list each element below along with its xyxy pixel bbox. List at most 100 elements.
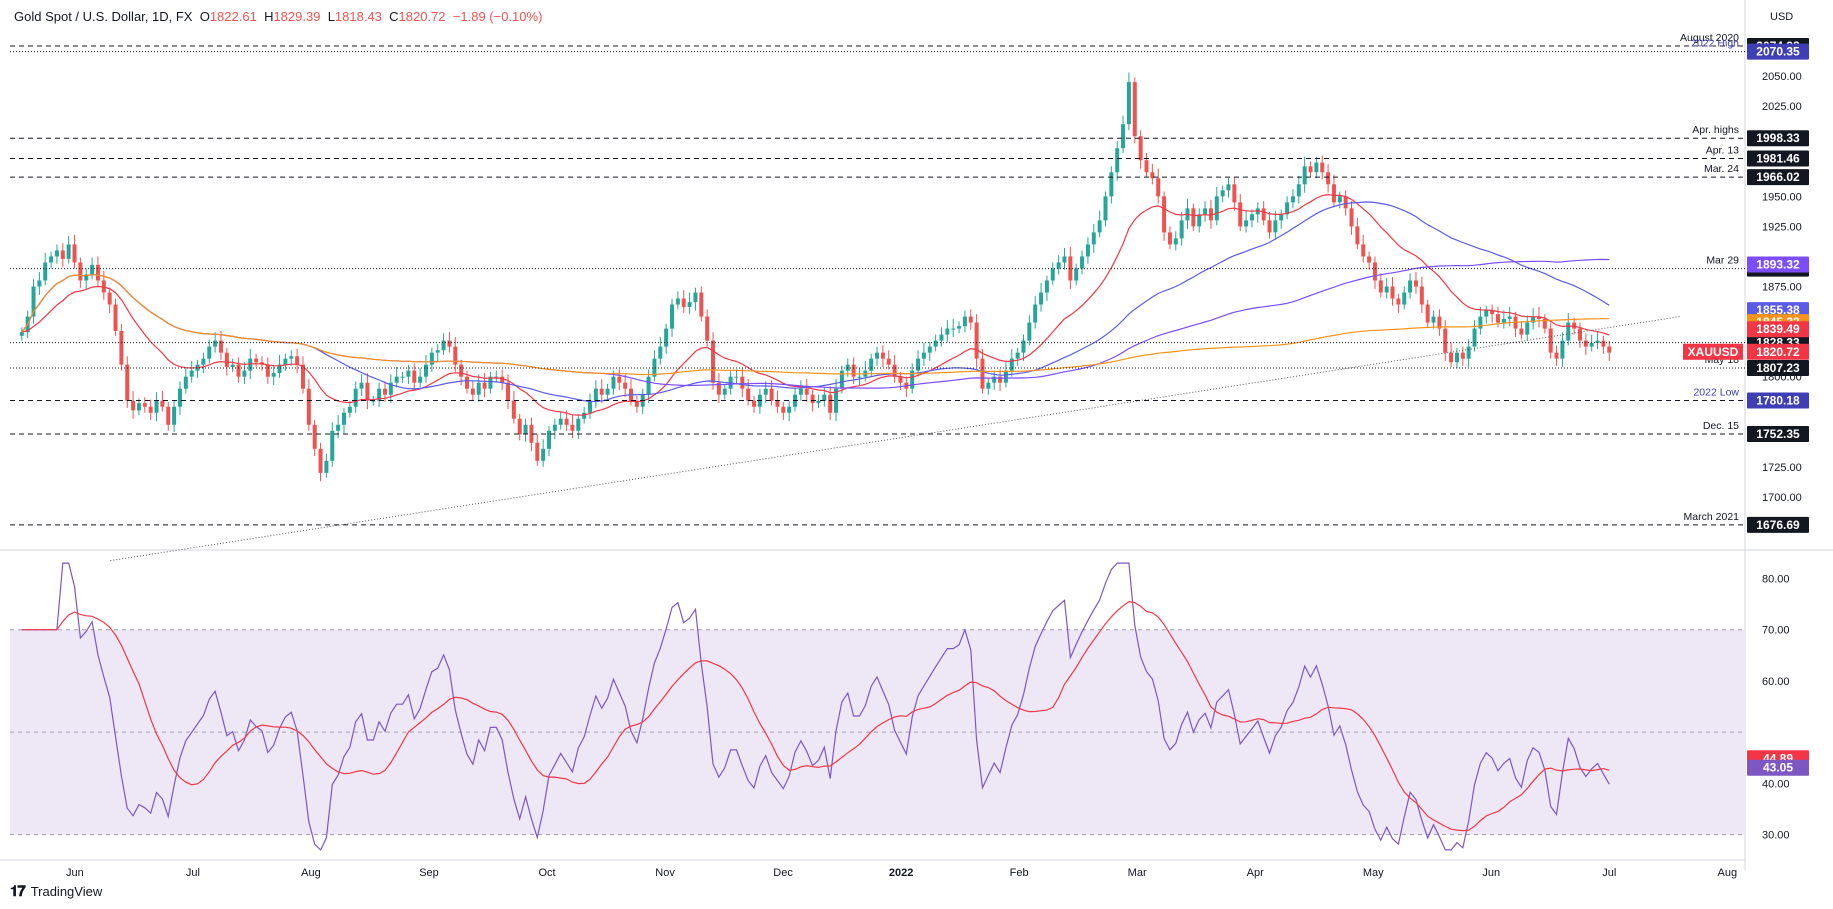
level-price-badge: 1676.69 — [1747, 516, 1809, 533]
candle — [37, 280, 42, 287]
tradingview-logo-icon: 𝟏𝟕 — [10, 883, 26, 900]
candle — [974, 322, 979, 359]
candle — [289, 356, 294, 359]
candle — [869, 358, 874, 371]
candle — [834, 388, 839, 413]
candle — [804, 388, 809, 395]
rsi-value-badge: 43.05 — [1747, 759, 1809, 776]
candle — [957, 326, 962, 329]
candle — [271, 373, 276, 377]
candle — [1367, 256, 1372, 263]
level-price-badge: 1780.18 — [1747, 392, 1809, 409]
candle — [78, 262, 83, 281]
candle — [634, 400, 639, 407]
candle — [980, 358, 985, 389]
candle — [1378, 280, 1383, 293]
candle — [1044, 280, 1049, 293]
candle — [213, 340, 218, 347]
level-label: Mar. 24 — [1704, 163, 1739, 175]
candles — [19, 72, 1612, 482]
candle — [347, 406, 352, 413]
candle — [1238, 202, 1243, 227]
candle — [1525, 322, 1530, 335]
candle — [916, 358, 921, 371]
candle — [1021, 340, 1026, 353]
candle — [447, 340, 452, 347]
candle — [658, 346, 663, 359]
candle — [1074, 268, 1079, 281]
candle — [388, 382, 393, 395]
candle — [535, 442, 540, 461]
svg-text:1981.46: 1981.46 — [1756, 152, 1800, 166]
time-tick-label: Jul — [186, 867, 200, 879]
candle — [54, 250, 59, 257]
candle — [236, 364, 241, 377]
svg-text:1780.18: 1780.18 — [1756, 394, 1800, 408]
candle — [898, 376, 903, 383]
candle — [746, 388, 751, 401]
candle — [652, 358, 657, 377]
candle — [1208, 208, 1213, 221]
candle — [306, 388, 311, 425]
candle — [218, 340, 223, 353]
candle — [599, 388, 604, 395]
candle — [435, 350, 440, 353]
sma-100-line — [21, 258, 1610, 389]
level-label: 2022 High — [1691, 38, 1739, 50]
candle — [781, 406, 786, 413]
candle — [1572, 322, 1577, 329]
candle — [1542, 318, 1547, 329]
candle — [201, 358, 206, 365]
candle — [95, 264, 100, 281]
candle — [927, 346, 932, 353]
candle — [681, 298, 686, 307]
candle — [582, 412, 587, 419]
candle — [1478, 316, 1483, 329]
candle — [1355, 226, 1360, 245]
candle — [72, 244, 77, 263]
candle — [1015, 352, 1020, 359]
candle — [798, 388, 803, 395]
candle — [125, 364, 130, 401]
candle — [441, 340, 446, 351]
candle — [142, 403, 147, 407]
candle — [254, 358, 259, 363]
candle — [1226, 184, 1231, 191]
candle — [552, 424, 557, 431]
candle — [1027, 322, 1032, 341]
low-value: 1818.43 — [334, 9, 382, 24]
price-tick-label: 1925.00 — [1762, 221, 1802, 233]
currency-label: USD — [1770, 11, 1793, 23]
ma-price-badge: 1839.49 — [1747, 321, 1809, 338]
candle — [166, 406, 171, 425]
candle — [1132, 82, 1137, 137]
tradingview-brand[interactable]: 𝟏𝟕 TradingView — [10, 883, 102, 900]
symbol-title[interactable]: Gold Spot / U.S. Dollar, 1D, FX — [14, 9, 193, 24]
candle — [359, 382, 364, 389]
candle — [752, 400, 757, 407]
candle — [418, 376, 423, 383]
candle — [564, 418, 569, 425]
candle — [1402, 292, 1407, 305]
svg-text:1820.72: 1820.72 — [1756, 345, 1800, 359]
ema-20-line — [21, 193, 1610, 416]
candle — [822, 394, 827, 401]
candle — [962, 316, 967, 327]
svg-text:1893.32: 1893.32 — [1756, 257, 1800, 271]
candle — [1126, 82, 1131, 125]
candle — [377, 388, 382, 401]
candle — [816, 400, 821, 404]
candle — [517, 418, 522, 435]
candle — [470, 388, 475, 395]
svg-text:1998.33: 1998.33 — [1756, 131, 1800, 145]
candle — [1601, 340, 1606, 347]
candle — [336, 424, 341, 431]
candle — [1033, 304, 1038, 323]
candle — [593, 388, 598, 401]
high-label: H — [264, 9, 274, 24]
candle — [851, 364, 856, 377]
candle — [1349, 208, 1354, 227]
candle — [763, 388, 768, 395]
candle — [529, 424, 534, 443]
